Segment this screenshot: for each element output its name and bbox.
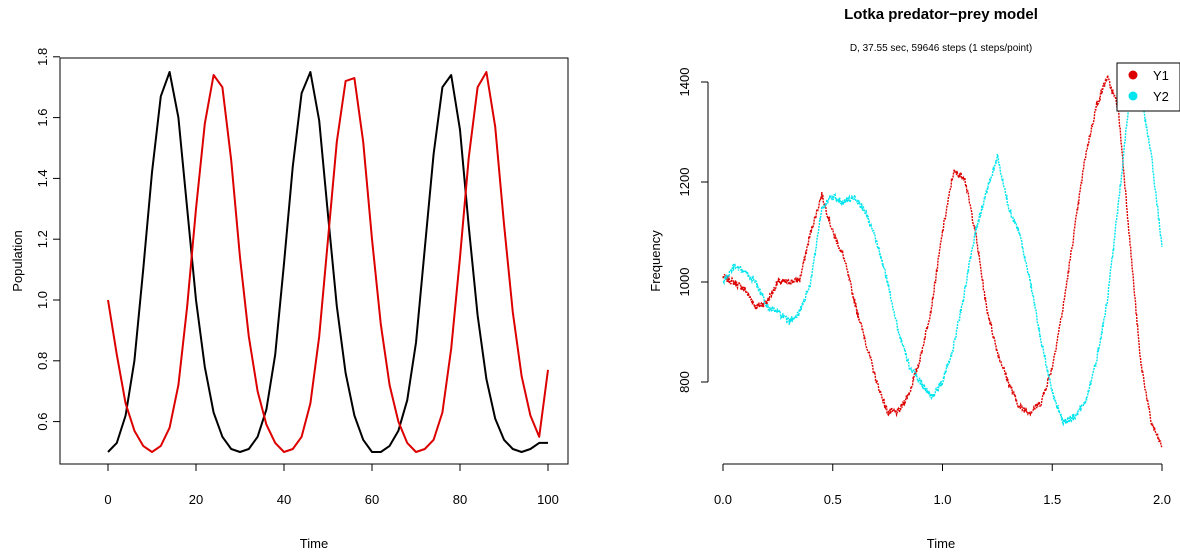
left-x-tick-label: 20 bbox=[189, 492, 203, 507]
legend-label-y1: Y1 bbox=[1153, 68, 1169, 83]
left-y-tick-label: 1.2 bbox=[35, 230, 50, 248]
right-y-tick-label: 800 bbox=[677, 371, 692, 393]
right-series-group bbox=[722, 75, 1163, 448]
left-series-line-1 bbox=[107, 71, 548, 453]
right-x-tick-label: 0.0 bbox=[714, 492, 732, 507]
right-series-line-y1 bbox=[722, 75, 1163, 448]
right-y-tick-label: 1000 bbox=[677, 268, 692, 297]
right-y-axis-title: Frequency bbox=[648, 230, 663, 292]
left-chart-panel: 0 20 40 60 80 100 0.60.81.01.21.41.61.8 Time … bbox=[10, 48, 569, 551]
right-series-line-y2 bbox=[722, 89, 1163, 427]
legend-marker-y1 bbox=[1128, 70, 1138, 80]
right-x-tick-label: 1.0 bbox=[933, 492, 951, 507]
left-x-tick-label: 80 bbox=[453, 492, 467, 507]
left-y-axis-title: Population bbox=[10, 230, 25, 291]
right-y-axis: 800 1000 1200 1400 bbox=[677, 68, 709, 393]
legend-label-y2: Y2 bbox=[1153, 89, 1169, 104]
right-y-tick-label: 1400 bbox=[677, 68, 692, 97]
right-x-axis: 0.0 0.5 1.0 1.5 2.0 bbox=[714, 463, 1171, 507]
right-chart-panel: Lotka predator−prey model D, 37.55 sec, … bbox=[648, 6, 1180, 551]
legend-marker-y2 bbox=[1128, 91, 1138, 101]
left-x-tick-label: 0 bbox=[104, 492, 111, 507]
left-x-tick-label: 40 bbox=[277, 492, 291, 507]
right-x-tick-label: 2.0 bbox=[1153, 492, 1171, 507]
left-y-tick-label: 1.8 bbox=[35, 48, 50, 66]
left-y-tick-label: 0.6 bbox=[35, 413, 50, 431]
left-x-axis: 0 20 40 60 80 100 bbox=[104, 464, 559, 507]
right-y-tick-label: 1200 bbox=[677, 168, 692, 197]
left-y-axis: 0.6 0.8 1.0 1.2 1.4 1.6 1.8 bbox=[35, 48, 60, 431]
left-series-group bbox=[107, 71, 549, 453]
left-y-tick-label: 1.4 bbox=[35, 169, 50, 187]
right-legend: Y1 Y2 bbox=[1116, 62, 1180, 112]
left-x-tick-label: 60 bbox=[365, 492, 379, 507]
left-x-tick-label: 100 bbox=[537, 492, 559, 507]
right-x-tick-label: 0.5 bbox=[824, 492, 842, 507]
right-chart-title: Lotka predator−prey model bbox=[844, 6, 1038, 23]
right-chart-subtitle: D, 37.55 sec, 59646 steps (1 steps/point… bbox=[850, 43, 1032, 54]
left-y-tick-label: 1.6 bbox=[35, 109, 50, 127]
right-x-tick-label: 1.5 bbox=[1043, 492, 1061, 507]
left-series-line-2 bbox=[107, 71, 549, 453]
legend-box bbox=[1116, 62, 1180, 112]
left-y-tick-label: 0.8 bbox=[35, 352, 50, 370]
left-y-tick-label: 1.0 bbox=[35, 291, 50, 309]
left-plot-frame bbox=[59, 57, 569, 465]
right-x-axis-title: Time bbox=[927, 536, 955, 551]
left-x-axis-title: Time bbox=[300, 536, 328, 551]
